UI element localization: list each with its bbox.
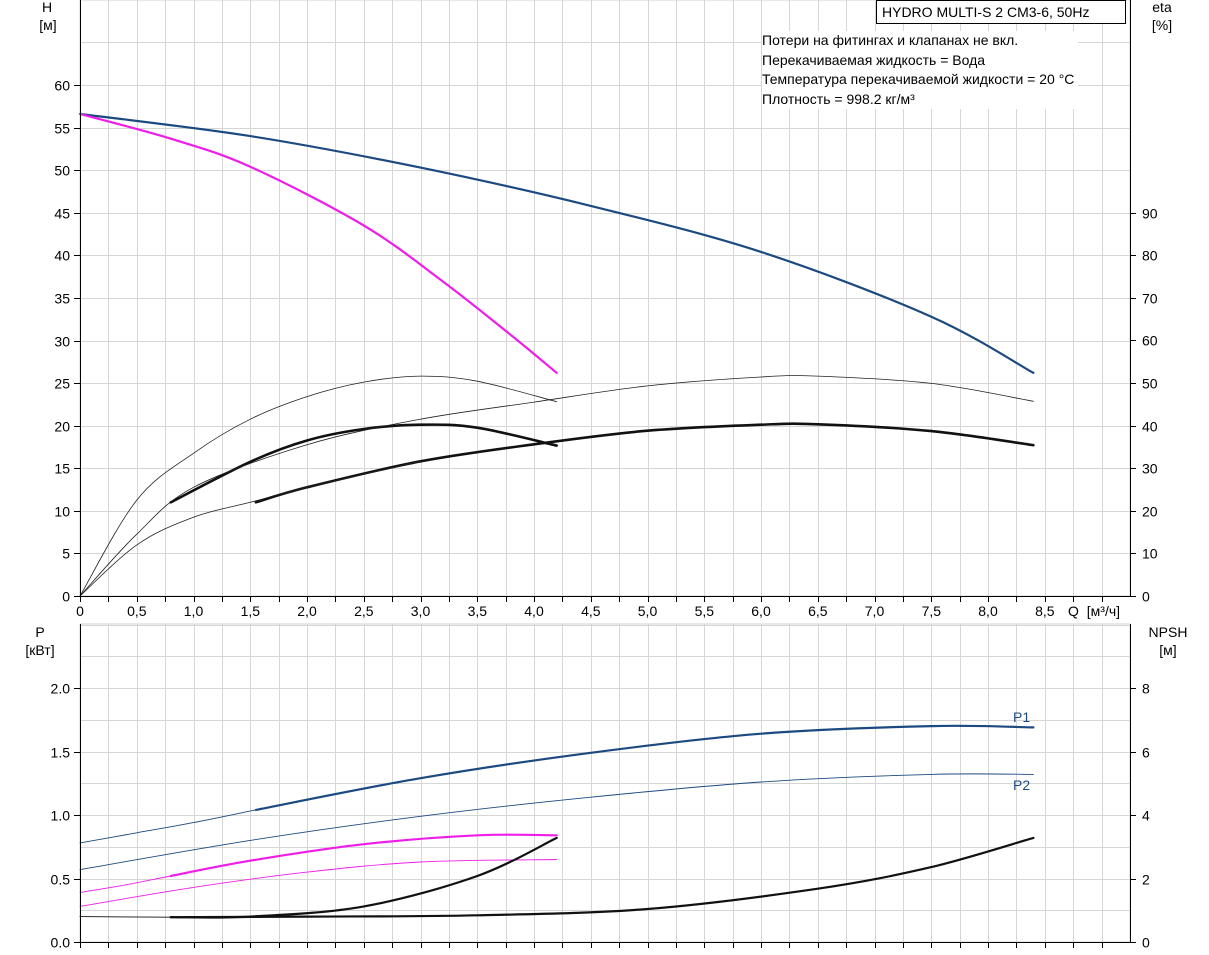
- note-line: Температура перекачиваемой жидкости = 20…: [762, 71, 1075, 87]
- y-right-tick-label: 10: [1142, 546, 1158, 562]
- series-curve-0-0: [78, 112, 1035, 374]
- q-axis-unit: [м³/ч]: [1087, 603, 1120, 619]
- eta-axis-unit: [%]: [1152, 17, 1172, 33]
- series-curve-0-4: [79, 375, 558, 597]
- y-right-tick-label: 6: [1142, 745, 1150, 761]
- eta-axis-label: eta: [1152, 0, 1172, 15]
- p2-series-curve-1-2: [79, 773, 1034, 871]
- y-left-tick-label: 2.0: [51, 681, 71, 697]
- x-tick-label: 3,5: [468, 603, 488, 619]
- x-tick-label: 2,5: [354, 603, 374, 619]
- y-left-tick-label: 5: [62, 546, 70, 562]
- y-right-tick-label: 60: [1142, 333, 1158, 349]
- npsh-axis-unit: [м]: [1159, 642, 1176, 658]
- y-right-tick-label: 90: [1142, 206, 1158, 222]
- x-tick-label: 6,5: [808, 603, 828, 619]
- x-tick-label: 7,0: [865, 603, 885, 619]
- y-left-tick-label: 55: [54, 121, 70, 137]
- x-tick-label: 3,0: [411, 603, 431, 619]
- y-left-tick-label: 60: [54, 78, 70, 94]
- x-tick-label: 8,0: [978, 603, 998, 619]
- y-right-tick-label: 0: [1142, 935, 1150, 951]
- series-curve-1-6: [79, 916, 172, 918]
- chart-title: HYDRO MULTI-S 2 CM3-6, 50Hz: [882, 4, 1090, 20]
- y-left-tick-label: 10: [54, 504, 70, 520]
- y-left-tick-label: 35: [54, 291, 70, 307]
- series-curve-1-4: [79, 875, 172, 893]
- series-label-p1: P1: [1013, 709, 1030, 725]
- y-right-tick-label: 0: [1142, 589, 1150, 605]
- npsh-axis-label: NPSH: [1149, 624, 1188, 640]
- series-label-p2: P2: [1013, 777, 1030, 793]
- y-left-tick-label: 45: [54, 206, 70, 222]
- series-curve-1-3: [169, 833, 558, 878]
- y-left-tick-label: 1.0: [51, 808, 71, 824]
- series-curve-0-1: [78, 112, 558, 374]
- h-axis-unit: [м]: [39, 17, 56, 33]
- p-axis-unit: [кВт]: [25, 642, 54, 658]
- q-axis-label: Q [м³/ч]: [1068, 603, 1120, 619]
- x-tick-label: 0: [76, 603, 84, 619]
- x-tick-label: 7,5: [922, 603, 942, 619]
- y-left-tick-label: 0.5: [51, 872, 71, 888]
- x-tick-label: 1,0: [184, 603, 204, 619]
- y-left-tick-label: 25: [54, 376, 70, 392]
- y-left-tick-label: 20: [54, 419, 70, 435]
- series-curve-0-6: [79, 460, 421, 597]
- h-axis-label: H: [42, 0, 52, 15]
- conditions-notes: Потери на фитингах и клапанах не вкл. Пе…: [762, 31, 1079, 109]
- y-left-tick-label: 30: [54, 334, 70, 350]
- series-curve-0-2: [169, 423, 558, 504]
- y-right-tick-label: 70: [1142, 291, 1158, 307]
- p1-series-curve-1-0: [254, 724, 1035, 811]
- y-right-tick-label: 50: [1142, 376, 1158, 392]
- y-left-tick-label: 0.0: [51, 935, 71, 951]
- x-tick-label: 0,5: [127, 603, 147, 619]
- y-left-tick-label: 1.5: [51, 745, 71, 761]
- y-left-tick-label: 0: [62, 589, 70, 605]
- y-right-tick-label: 2: [1142, 872, 1150, 888]
- x-tick-label: 1,5: [241, 603, 261, 619]
- y-right-tick-label: 4: [1142, 808, 1150, 824]
- y-right-tick-label: 40: [1142, 419, 1158, 435]
- note-line: Потери на фитингах и клапанах не вкл.: [762, 32, 1019, 48]
- y-left-tick-label: 15: [54, 461, 70, 477]
- tick-labels: 0510152025303540455055600102030405060708…: [51, 78, 1158, 951]
- x-tick-label: 5,5: [695, 603, 715, 619]
- series-curve-1-5: [79, 859, 558, 907]
- note-line: Перекачиваемая жидкость = Вода: [762, 51, 986, 68]
- x-tick-label: 4,5: [581, 603, 601, 619]
- series-curve-1-1: [79, 809, 257, 844]
- y-left-tick-label: 50: [54, 163, 70, 179]
- series-curve-0-3: [254, 422, 1035, 504]
- y-right-tick-label: 20: [1142, 504, 1158, 520]
- grid: [79, 0, 1131, 943]
- axes: [74, 0, 1136, 948]
- note-line: Плотность = 998.2 кг/м³: [762, 90, 915, 107]
- p-axis-label: P: [35, 624, 44, 640]
- series-curve-1-8: [169, 836, 1035, 919]
- series-curve-0-5: [79, 375, 1034, 597]
- y-right-tick-label: 8: [1142, 681, 1150, 697]
- x-tick-label: 8,5: [1035, 603, 1055, 619]
- q-axis-symbol: Q: [1068, 603, 1079, 619]
- x-tick-label: 2,0: [297, 603, 317, 619]
- x-tick-label: 5,0: [638, 603, 658, 619]
- curves: [78, 112, 1035, 919]
- y-right-tick-label: 30: [1142, 461, 1158, 477]
- x-tick-label: 4,0: [524, 603, 544, 619]
- x-tick-label: 6,0: [751, 603, 771, 619]
- y-left-tick-label: 40: [54, 248, 70, 264]
- chart-title-box: HYDRO MULTI-S 2 CM3-6, 50Hz: [876, 0, 1126, 24]
- y-right-tick-label: 80: [1142, 248, 1158, 264]
